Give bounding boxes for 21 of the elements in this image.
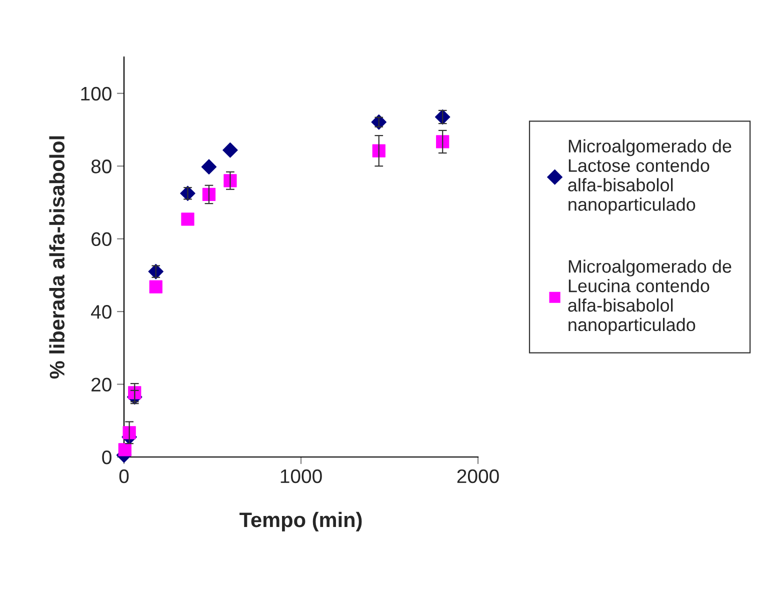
point xyxy=(122,426,136,440)
y-tick-label: 60 xyxy=(92,232,112,246)
point xyxy=(222,142,238,158)
y-tick-label: 80 xyxy=(91,160,112,174)
point xyxy=(149,280,162,294)
x-tick-label: 2000 xyxy=(457,469,499,484)
y-tick-label: 20 xyxy=(92,378,112,392)
x-tick-label: 1000 xyxy=(280,469,322,484)
y-axis-title: % liberada alfa-bisabolol xyxy=(49,136,65,379)
y-tick-label: 40 xyxy=(91,305,112,319)
x-axis-title: Tempo (min) xyxy=(240,512,362,532)
point xyxy=(201,159,217,174)
legend-label: Microalgomerado de Leucina contendo alfa-bisabolol nanoparticulado xyxy=(568,260,732,335)
point xyxy=(202,188,216,202)
point xyxy=(372,144,386,158)
y-tick-label: 0 xyxy=(102,450,112,464)
point xyxy=(181,212,194,226)
x-tick-label: 0 xyxy=(119,469,129,484)
y-tick-label: 100 xyxy=(81,86,112,101)
point xyxy=(436,135,450,148)
legend-label: Microalgomerado de Lactose contendo alfa-bisabolol nanoparticulado xyxy=(568,139,732,214)
